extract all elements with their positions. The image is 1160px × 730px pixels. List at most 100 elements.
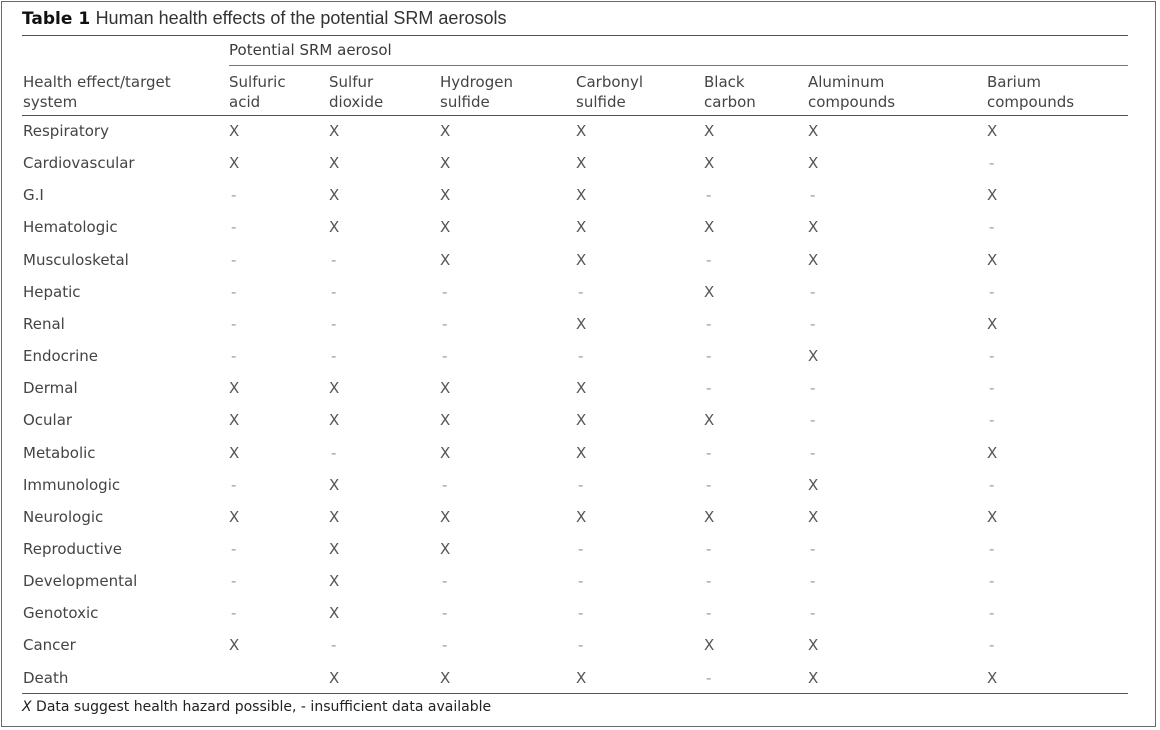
table-cell: X xyxy=(229,122,240,140)
table-cell: X xyxy=(229,507,240,526)
row-label: Endocrine xyxy=(23,347,98,366)
table-row: Renal - - - X - - X xyxy=(0,314,1160,346)
table-cell: - xyxy=(989,604,995,623)
table-cell: X xyxy=(808,636,819,655)
table-cell: - xyxy=(442,475,448,494)
table-cell: - xyxy=(578,475,584,494)
table-cell: X xyxy=(987,186,998,205)
row-label: Dermal xyxy=(23,379,78,398)
table-cell: X xyxy=(704,507,715,526)
table-cell: - xyxy=(231,604,237,623)
header-rule xyxy=(22,115,1128,116)
row-label: Genotoxic xyxy=(23,604,99,623)
row-label: Neurologic xyxy=(23,507,104,526)
table-label: Table 1 xyxy=(22,9,91,29)
table-cell: - xyxy=(810,604,816,623)
table-cell: X xyxy=(329,507,340,526)
table-cell: - xyxy=(578,636,584,655)
column-header-line: sulfide xyxy=(576,93,626,111)
table-cell: - xyxy=(706,186,712,205)
column-header-line: Black xyxy=(704,73,745,91)
table-cell: - xyxy=(810,186,816,205)
table-cell: - xyxy=(989,475,995,494)
row-label: Respiratory xyxy=(23,122,109,140)
table-cell: X xyxy=(808,668,819,687)
table-cell: X xyxy=(576,154,587,173)
row-label: Ocular xyxy=(23,411,73,430)
table-cell: X xyxy=(987,250,998,269)
table-cell: - xyxy=(989,572,995,591)
table-cell: X xyxy=(576,411,587,430)
table-cell: X xyxy=(808,347,819,366)
table-cell: - xyxy=(442,282,448,301)
table-cell: - xyxy=(578,282,584,301)
row-label: Cancer xyxy=(23,636,76,655)
table-cell: - xyxy=(810,314,816,333)
table-cell: - xyxy=(706,604,712,623)
table-cell: - xyxy=(331,314,337,333)
row-label: Hematologic xyxy=(23,218,118,237)
table-row: Reproductive - X X - - - - xyxy=(0,539,1160,571)
table-cell: X xyxy=(808,218,819,237)
table-cell: X xyxy=(440,218,451,237)
row-label: G.I xyxy=(23,186,44,205)
table-cell: - xyxy=(810,572,816,591)
table-cell: X xyxy=(440,154,451,173)
top-rule xyxy=(22,35,1128,36)
table-cell: X xyxy=(576,186,587,205)
column-header: Sulfuric acid xyxy=(229,72,286,112)
table-title: Human health effects of the potential SR… xyxy=(95,8,507,28)
table-cell: - xyxy=(231,572,237,591)
table-cell: X xyxy=(704,122,715,140)
column-header-line: Hydrogen xyxy=(440,73,513,91)
table-cell: - xyxy=(810,411,816,430)
column-header-line: Barium xyxy=(987,73,1041,91)
table-cell: - xyxy=(442,604,448,623)
table-cell: X xyxy=(229,379,240,398)
table-cell: X xyxy=(987,668,998,687)
row-label: Death xyxy=(23,668,69,687)
row-label: Cardiovascular xyxy=(23,154,135,173)
table-cell: - xyxy=(706,539,712,558)
table-cell: - xyxy=(706,475,712,494)
table-cell: X xyxy=(808,507,819,526)
group-rule xyxy=(229,65,1128,66)
table-cell: X xyxy=(329,122,340,140)
column-header-line: Sulfur xyxy=(329,73,374,91)
table-cell: - xyxy=(810,379,816,398)
table-cell: - xyxy=(331,347,337,366)
column-header-line: dioxide xyxy=(329,93,384,111)
table-caption: Table 1 Human health effects of the pote… xyxy=(22,8,506,29)
table-row: Immunologic - X - - - X - xyxy=(0,475,1160,507)
table-cell: X xyxy=(329,411,340,430)
table-cell: X xyxy=(704,411,715,430)
footnote-text: Data suggest health hazard possible, - i… xyxy=(31,699,492,715)
table-cell: - xyxy=(706,668,712,687)
column-header: Black carbon xyxy=(704,72,756,112)
column-header-line: compounds xyxy=(987,93,1075,111)
table-cell: - xyxy=(231,250,237,269)
table-cell: - xyxy=(231,347,237,366)
table-cell: - xyxy=(706,379,712,398)
table-cell: - xyxy=(442,347,448,366)
table-cell: X xyxy=(329,218,340,237)
table-cell: X xyxy=(329,154,340,173)
footnote: X Data suggest health hazard possible, -… xyxy=(22,699,491,715)
table-cell: X xyxy=(576,122,587,140)
table-cell: X xyxy=(987,443,998,462)
table-cell: X xyxy=(440,186,451,205)
column-header: Barium compounds xyxy=(987,72,1074,112)
table-cell: X xyxy=(329,475,340,494)
table-cell: X xyxy=(576,218,587,237)
table-row: Developmental - X - - - - - xyxy=(0,571,1160,603)
table-cell: X xyxy=(229,154,240,173)
table-cell: X xyxy=(440,411,451,430)
table-cell: - xyxy=(989,347,995,366)
table-cell: - xyxy=(578,539,584,558)
row-label: Reproductive xyxy=(23,539,122,558)
table-row: Death X X X - X X xyxy=(0,668,1160,700)
table-cell: X xyxy=(808,122,819,140)
table-cell: X xyxy=(440,443,451,462)
row-label: Metabolic xyxy=(23,443,96,462)
table-cell: - xyxy=(706,314,712,333)
